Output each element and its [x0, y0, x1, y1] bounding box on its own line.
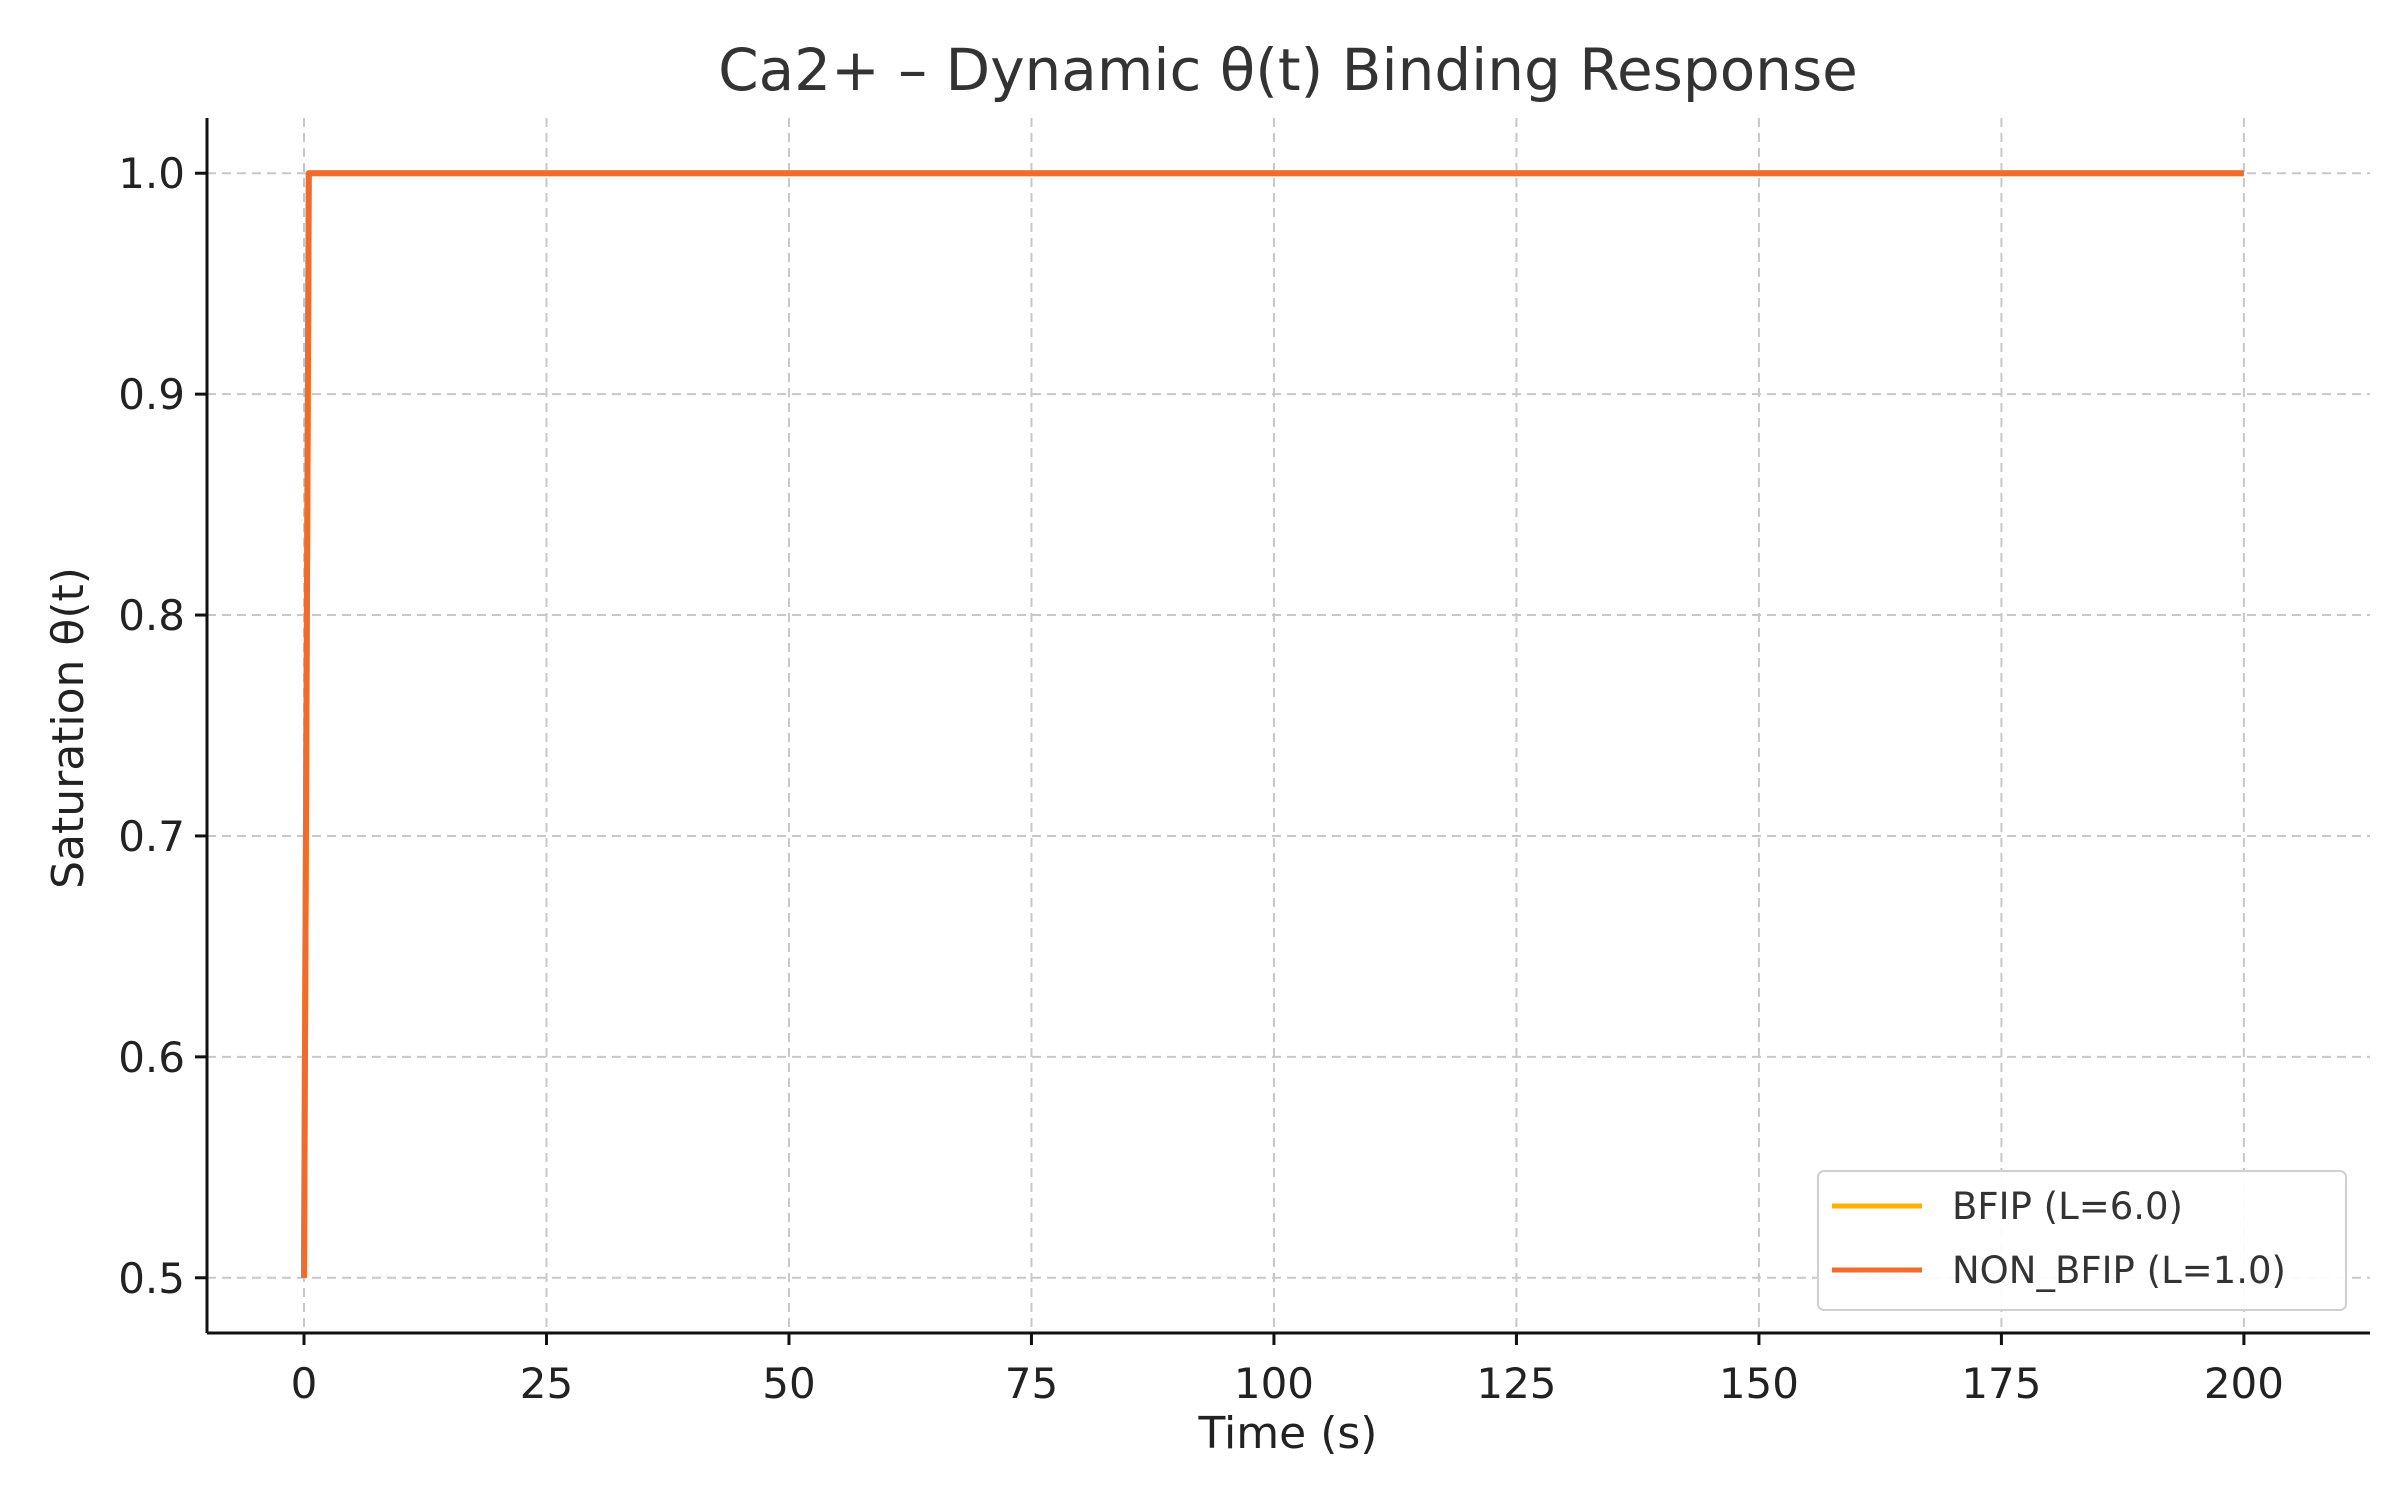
y-tick-label: 0.6 [118, 1033, 185, 1082]
legend: BFIP (L=6.0) NON_BFIP (L=1.0) [1817, 1170, 2347, 1311]
x-tick-label: 200 [2204, 1359, 2284, 1408]
legend-label-non-bfip: NON_BFIP (L=1.0) [1952, 1249, 2286, 1292]
x-tick-label: 175 [1961, 1359, 2041, 1408]
tick-labels: 0 25 50 75 100 125 150 175 200 0.5 0.6 0.7 0.8 0.9 1.0 [118, 149, 2284, 1408]
y-axis-label: Saturation θ(t) [43, 567, 94, 889]
y-tick-label: 0.5 [118, 1254, 185, 1303]
y-tick-label: 1.0 [118, 149, 185, 198]
series-line-non-bfip-l-1-0 [301, 170, 2244, 1278]
x-tick-label: 50 [762, 1359, 815, 1408]
x-tick-label: 0 [291, 1359, 318, 1408]
y-tick-label: 0.9 [118, 370, 185, 419]
x-tick-label: 150 [1719, 1359, 1799, 1408]
x-tick-label: 75 [1005, 1359, 1058, 1408]
chart-title: Ca2+ – Dynamic θ(t) Binding Response [718, 36, 1858, 104]
series-lines [301, 170, 2244, 1278]
x-tick-label: 100 [1234, 1359, 1314, 1408]
y-tick-label: 0.8 [118, 591, 185, 640]
x-axis-label: Time (s) [1198, 1408, 1378, 1459]
legend-label-bfip: BFIP (L=6.0) [1952, 1185, 2183, 1228]
x-tick-label: 25 [520, 1359, 573, 1408]
legend-frame [1817, 1170, 2347, 1311]
grid [207, 118, 2370, 1333]
y-tick-label: 0.7 [118, 812, 185, 861]
axes [195, 118, 2370, 1345]
x-tick-label: 125 [1476, 1359, 1556, 1408]
